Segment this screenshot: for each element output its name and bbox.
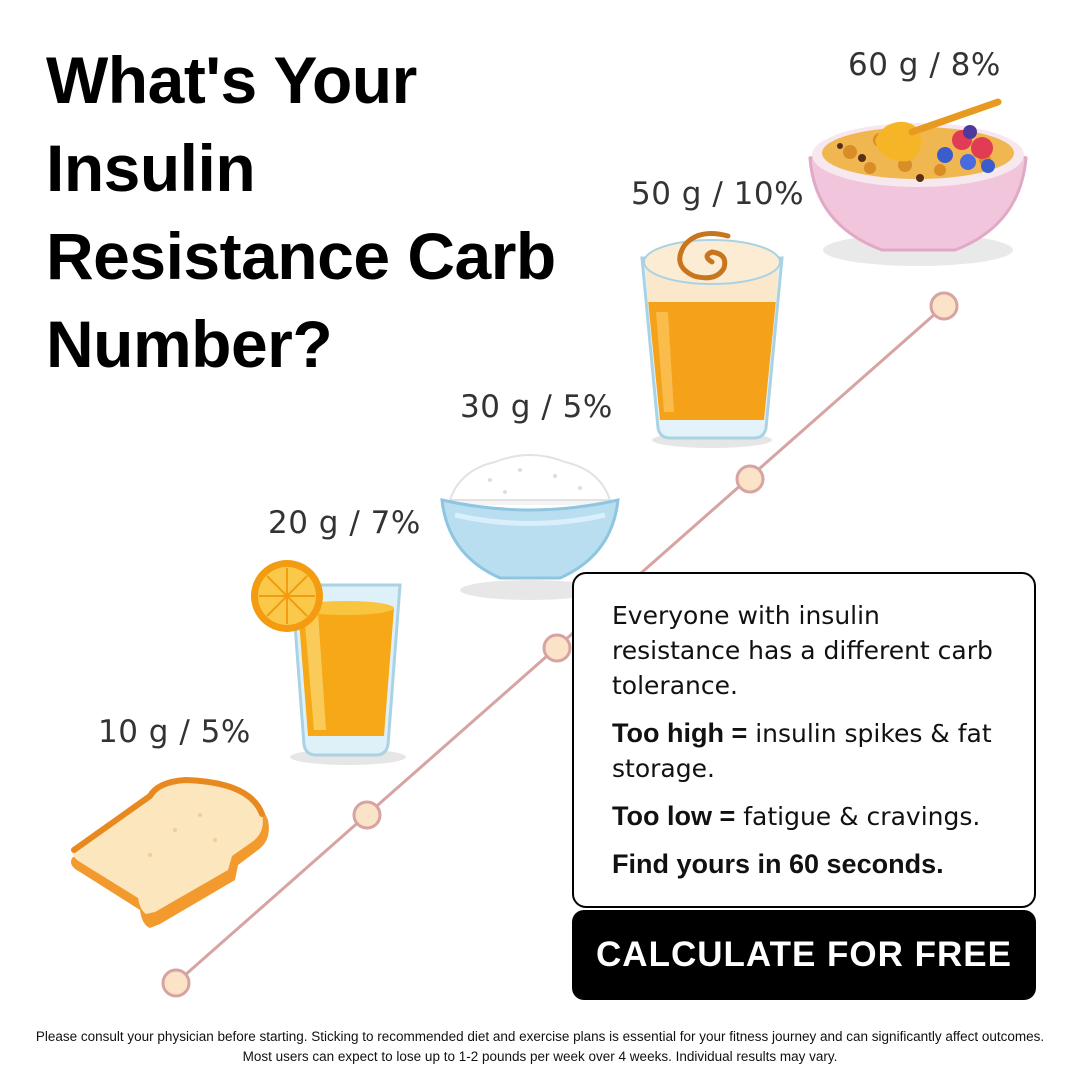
disclaimer: Please consult your physician before sta… [35,1029,1045,1064]
info-intro: Everyone with insulin resistance has a d… [612,601,993,700]
step-dot-2 [352,800,382,830]
step-dot-1 [161,968,191,998]
step-label-5: 60 g / 8% [848,47,1001,83]
calculate-for-free-button[interactable]: CALCULATE FOR FREE [572,910,1036,1000]
step-dot-3 [542,633,572,663]
step-dot-5 [929,291,959,321]
too-low-text: fatigue & cravings. [743,802,981,831]
latte-glass-icon [640,231,784,448]
granola-bowl-icon [808,98,1028,266]
step-label-4: 50 g / 10% [631,176,805,212]
too-high-text: insulin spikes & fat storage. [612,719,992,783]
closing-text: Find yours in 60 seconds. [612,849,944,879]
info-too-low: Too low = fatigue & cravings. [612,799,1014,834]
bread-slice-icon [71,776,269,928]
info-closing: Find yours in 60 seconds. [612,847,1014,882]
too-high-label: Too high = [612,718,748,748]
step-label-1: 10 g / 5% [98,714,251,750]
info-card: Everyone with insulin resistance has a d… [572,572,1036,908]
step-label-3: 30 g / 5% [460,389,613,425]
headline: What's Your Insulin Resistance Carb Numb… [46,43,556,381]
step-label-2: 20 g / 7% [268,505,421,541]
rice-bowl-icon [440,454,620,600]
step-dot-4 [735,464,765,494]
info-too-high: Too high = insulin spikes & fat storage. [612,716,1014,786]
orange-juice-icon [251,560,406,765]
too-low-label: Too low = [612,801,736,831]
